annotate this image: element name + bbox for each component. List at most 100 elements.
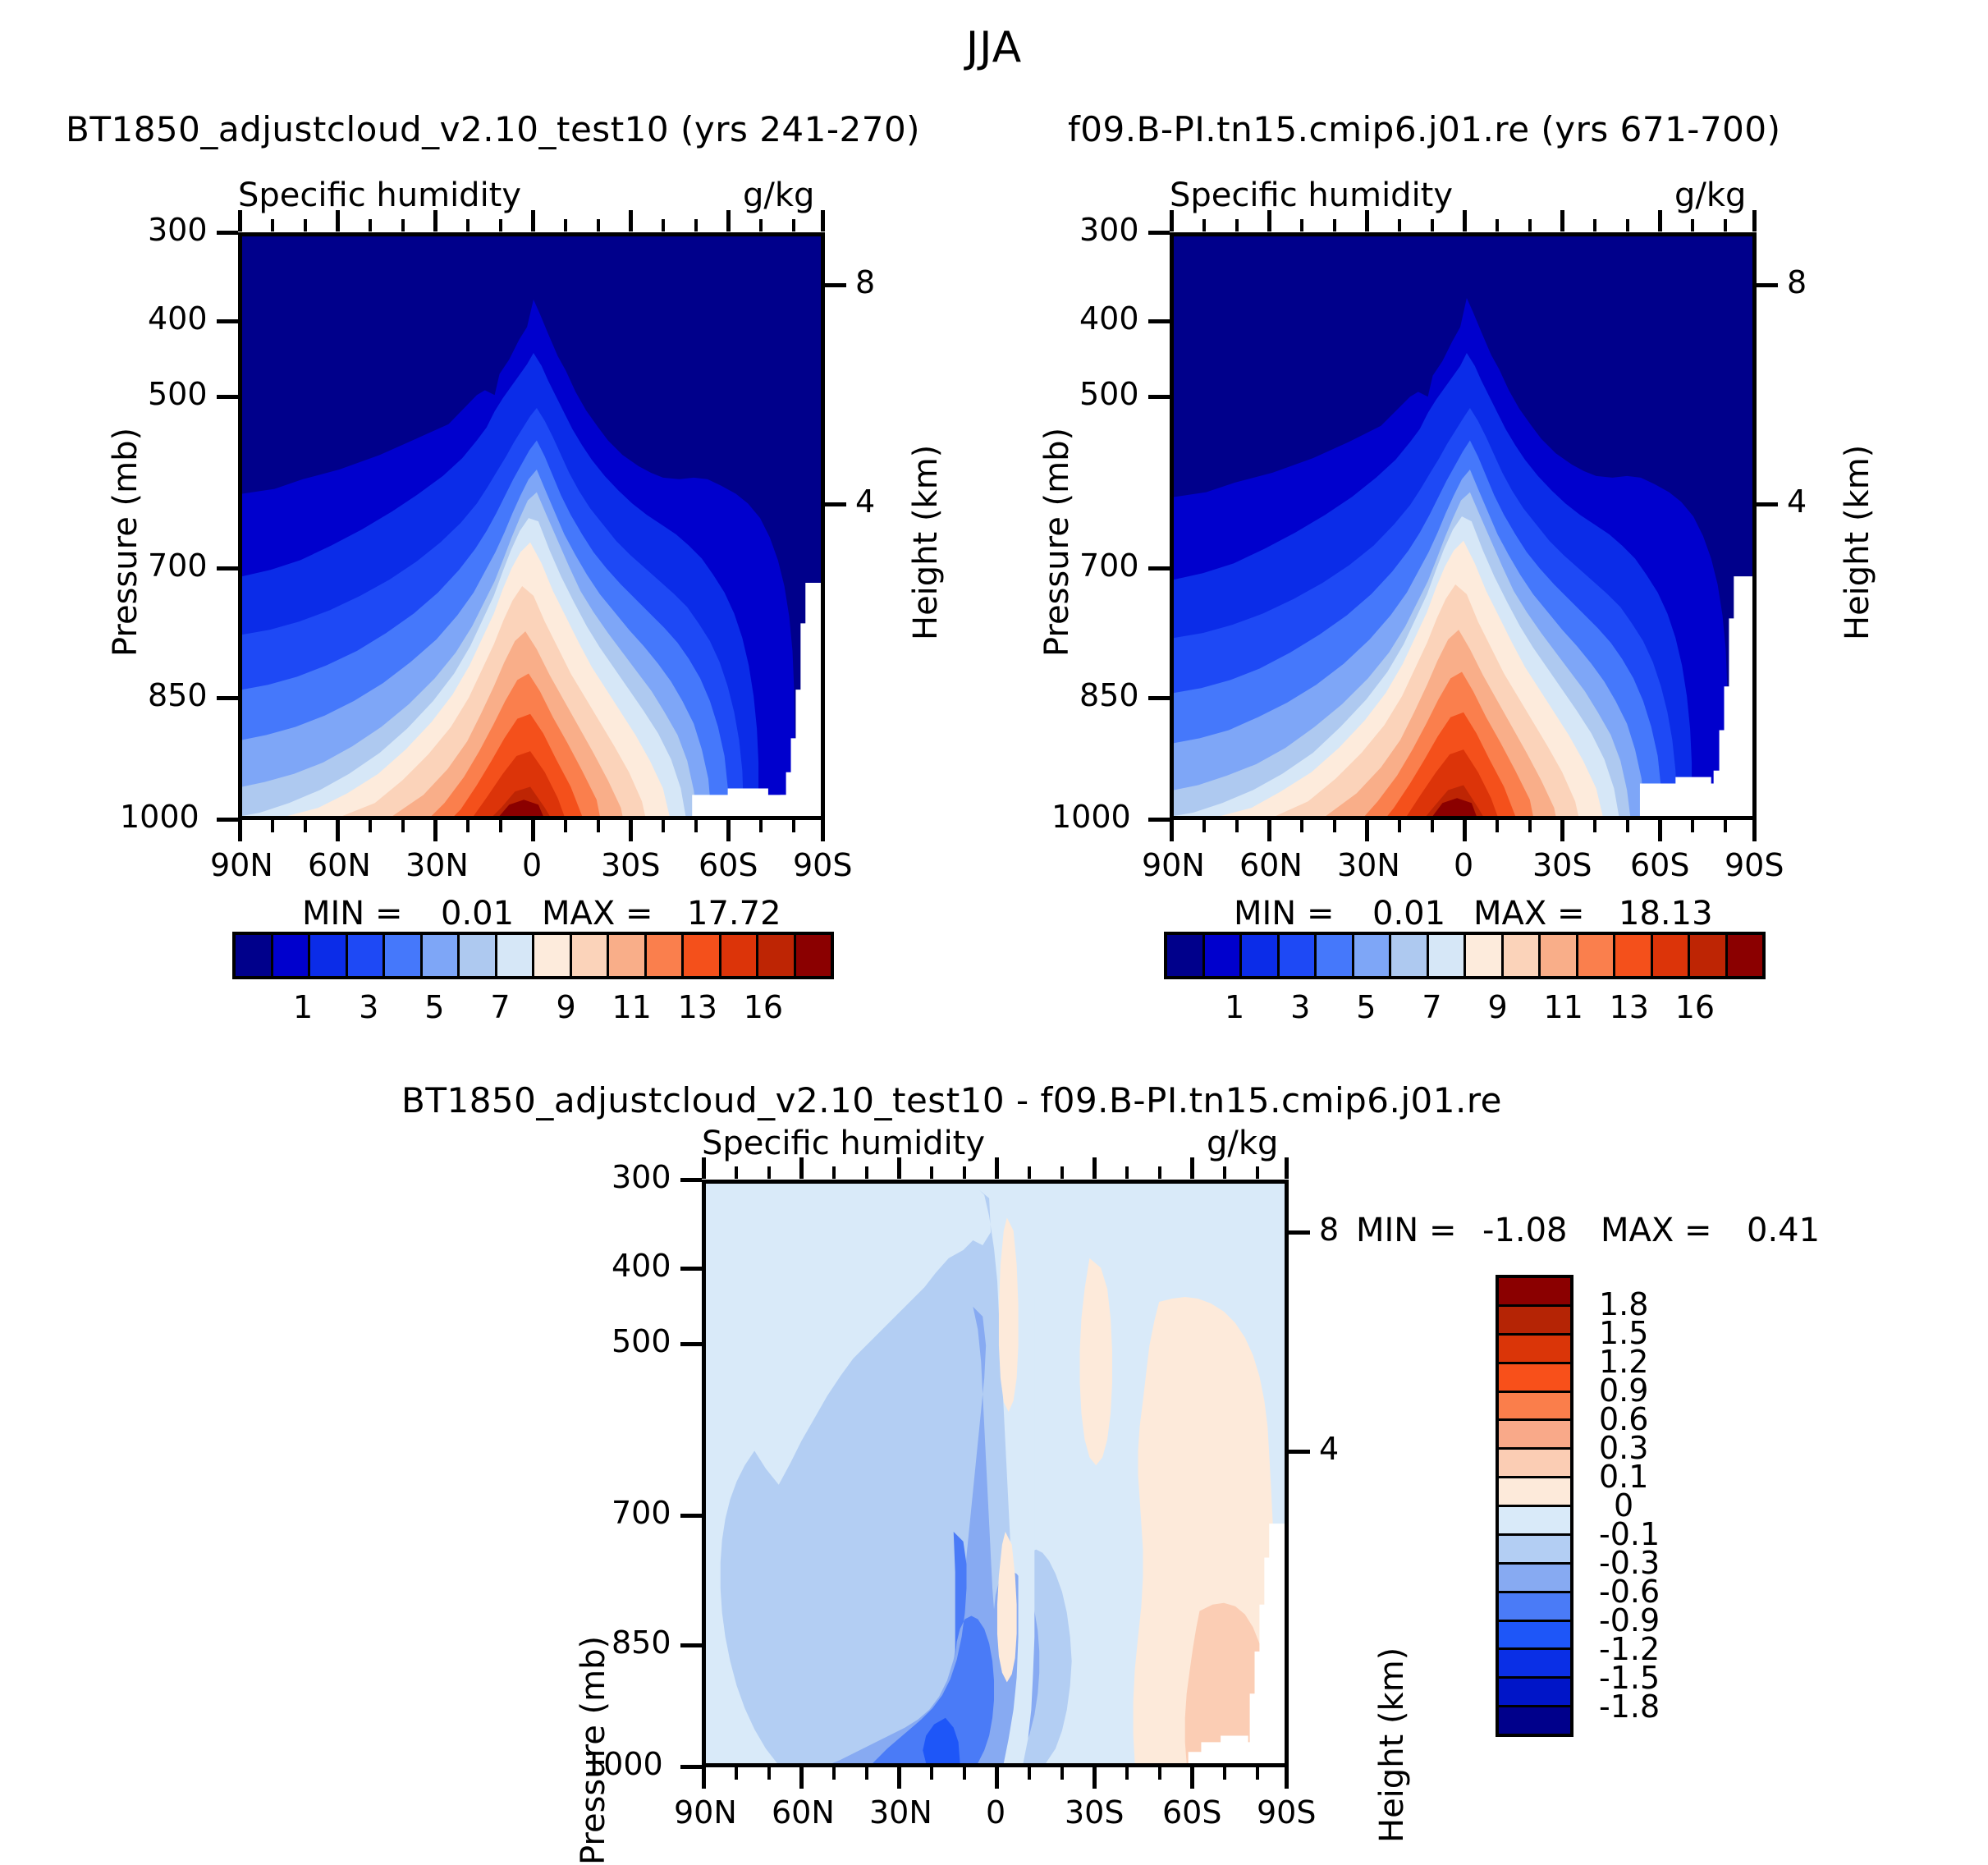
right-bot-tick-m11 (1691, 820, 1694, 832)
right-top-tick-m5 (1398, 219, 1401, 231)
difference-bot-tick-1 (799, 1767, 804, 1789)
left-colorbar-seg-5 (422, 935, 460, 976)
right-xlabel-60S: 60S (1630, 847, 1690, 883)
right-colorbar-labels: 1 3 5 7 9 11 13 16 (1202, 989, 1728, 1025)
left-colorbar-seg-12 (684, 935, 721, 976)
difference-ylabel-1000: 1000 (584, 1746, 663, 1782)
difference-ytick-300 (680, 1178, 702, 1182)
difference-bot-tick-m5 (930, 1767, 933, 1780)
right-ytick-850 (1148, 696, 1170, 700)
right-top-tick-3 (1463, 210, 1467, 231)
left-ytick-500 (217, 395, 238, 399)
left-top-tick-m11 (759, 219, 763, 231)
right-bot-tick-m6 (1431, 820, 1434, 832)
right-ytick-300 (1148, 231, 1170, 235)
left-top-tick-m10 (694, 219, 698, 231)
difference-top-tick-5 (1190, 1157, 1194, 1179)
difference-bot-tick-m2 (767, 1767, 771, 1780)
left-ylabel-400: 400 (148, 300, 208, 337)
left-y2tick-4 (825, 502, 846, 506)
right-xlabel-30N: 30N (1337, 847, 1400, 883)
difference-plot-area (702, 1180, 1289, 1767)
right-colorbar-seg-2 (1242, 935, 1280, 976)
difference-bot-tick-0 (702, 1767, 706, 1789)
difference-bot-tick-m9 (1125, 1767, 1129, 1780)
right-colorbar (1164, 932, 1766, 979)
left-top-tick-2 (433, 210, 437, 231)
difference-top-tick-3 (995, 1157, 999, 1179)
left-top-tick-0 (238, 210, 242, 231)
right-height-axis-title: Height (km) (1839, 444, 1876, 640)
right-bot-tick-4 (1560, 820, 1564, 841)
right-cbar-label-9: 9 (1487, 989, 1508, 1025)
right-cbar-label-3: 3 (1290, 989, 1311, 1025)
left-cbar-label-9: 9 (556, 989, 576, 1025)
right-colorbar-seg-15 (1727, 935, 1762, 976)
left-xlabel-60N: 60N (308, 847, 371, 883)
left-top-tick-4 (629, 210, 633, 231)
right-top-tick-m3 (1300, 219, 1303, 231)
left-colorbar-seg-15 (795, 935, 831, 976)
right-xlabel-60N: 60N (1239, 847, 1303, 883)
right-bot-tick-m8 (1528, 820, 1532, 832)
left-colorbar-seg-13 (721, 935, 758, 976)
left-y2label-8: 8 (855, 264, 876, 300)
right-bot-tick-m9 (1593, 820, 1596, 832)
right-ylabel-300: 300 (1079, 212, 1139, 248)
left-humidity-contour-plot (242, 236, 821, 816)
right-colorbar-seg-11 (1578, 935, 1615, 976)
right-colorbar-seg-12 (1615, 935, 1653, 976)
right-ylabel-700: 700 (1079, 548, 1139, 584)
left-bot-tick-m3 (369, 820, 372, 832)
right-bot-tick-m2 (1235, 820, 1239, 832)
left-colorbar-seg-2 (310, 935, 348, 976)
difference-ytick-850 (680, 1643, 702, 1647)
right-top-tick-2 (1365, 210, 1369, 231)
right-colorbar-seg-8 (1466, 935, 1504, 976)
left-bot-tick-m5 (466, 820, 470, 832)
right-top-tick-m8 (1528, 219, 1532, 231)
difference-top-tick-m4 (865, 1166, 868, 1179)
difference-bot-tick-m4 (865, 1767, 868, 1780)
right-xlabel-0: 0 (1454, 847, 1474, 883)
left-bot-tick-4 (629, 820, 633, 841)
right-colorbar-seg-5 (1354, 935, 1391, 976)
difference-colorbar-seg-7 (1499, 1478, 1570, 1507)
left-xlabel-0: 0 (522, 847, 543, 883)
left-colorbar-labels: 1 3 5 7 9 11 13 16 (270, 989, 796, 1025)
difference-cbar-label-n1p2: -1.2 (1599, 1631, 1660, 1667)
difference-top-tick-m10 (1158, 1166, 1161, 1179)
difference-cbar-label-n0p6: -0.6 (1599, 1574, 1660, 1610)
difference-colorbar-seg-9 (1499, 1535, 1570, 1565)
difference-xlabel-0: 0 (986, 1794, 1006, 1831)
difference-ylabel-400: 400 (612, 1248, 671, 1284)
difference-bot-tick-m7 (1028, 1767, 1031, 1780)
difference-colorbar (1496, 1275, 1573, 1737)
left-field-units: g/kg (743, 176, 815, 214)
right-colorbar-seg-7 (1428, 935, 1466, 976)
left-pressure-axis-title: Pressure (mb) (107, 427, 144, 657)
difference-colorbar-seg-1 (1499, 1306, 1570, 1336)
difference-max-label: MAX = (1601, 1212, 1712, 1249)
right-y2label-8: 8 (1787, 264, 1807, 300)
difference-cbar-label-n0p9: -0.9 (1599, 1602, 1660, 1638)
left-bot-tick-m6 (499, 820, 502, 832)
right-colorbar-seg-3 (1279, 935, 1317, 976)
left-colorbar-seg-6 (460, 935, 497, 976)
right-top-tick-5 (1658, 210, 1662, 231)
difference-top-tick-0 (702, 1157, 706, 1179)
left-max-value: 17.72 (687, 895, 781, 932)
left-field-name: Specific humidity (238, 176, 522, 214)
figure-season-title: JJA (965, 23, 1023, 72)
left-top-tick-m3 (369, 219, 372, 231)
left-xlabel-60S: 60S (699, 847, 758, 883)
difference-cbar-label-0p1: 0.1 (1599, 1459, 1649, 1495)
left-bot-tick-m10 (694, 820, 698, 832)
difference-top-tick-m12 (1256, 1166, 1259, 1179)
left-bot-tick-m1 (271, 820, 274, 832)
right-ytick-400 (1148, 319, 1170, 323)
right-ylabel-850: 850 (1079, 677, 1139, 713)
right-cbar-label-11: 11 (1543, 989, 1583, 1025)
left-bot-tick-1 (336, 820, 340, 841)
difference-colorbar-seg-2 (1499, 1335, 1570, 1364)
